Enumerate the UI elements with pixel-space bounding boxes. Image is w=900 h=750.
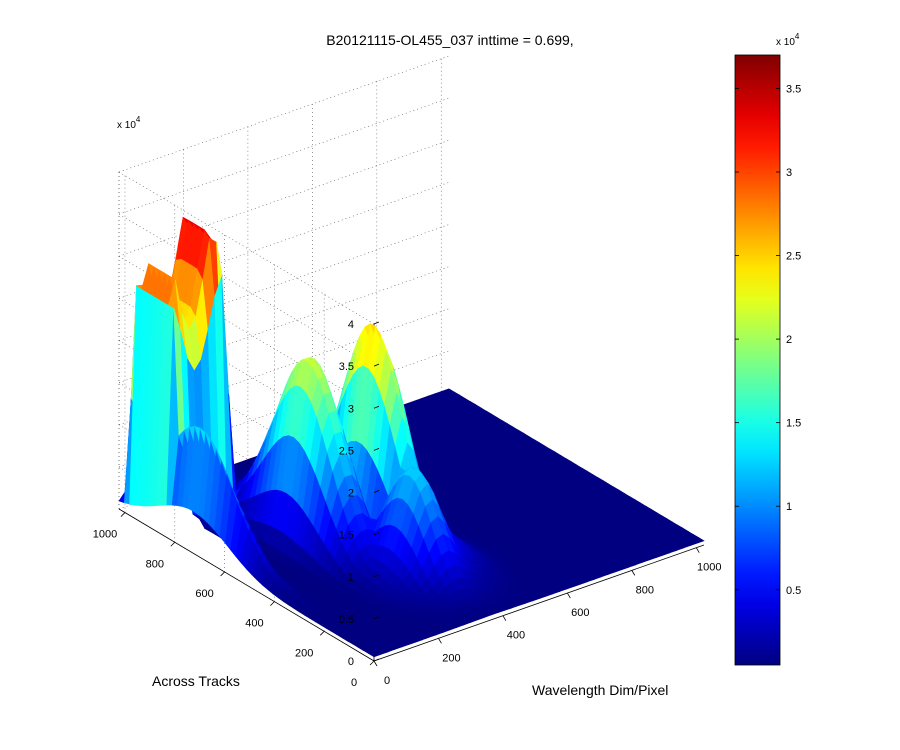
- colorbar-multiplier: x 104: [776, 32, 800, 48]
- z-tick-label: 2.5: [339, 445, 354, 457]
- x-tick-label: 400: [507, 630, 525, 642]
- z-tick: [373, 658, 380, 662]
- colorbar-tick-label: 1: [786, 501, 792, 513]
- z-axis-multiplier: x 104: [117, 115, 141, 131]
- y-tick: [170, 541, 176, 547]
- y-tick: [319, 631, 325, 636]
- x-tick: [631, 570, 636, 576]
- x-tick: [567, 592, 571, 599]
- y-axis-line: [118, 508, 375, 662]
- x-tick-label: 800: [636, 584, 654, 596]
- z-multiplier-base: x 10: [117, 120, 136, 131]
- colorbar-gradient: [734, 54, 781, 666]
- y-tick: [120, 512, 126, 517]
- z-tick-label: 1.5: [339, 530, 354, 542]
- grid-line: [118, 298, 375, 451]
- surface-plot: [118, 216, 705, 658]
- colorbar-tick-label: 2.5: [786, 251, 801, 263]
- grid-line: [118, 382, 375, 535]
- grid-line: [118, 139, 450, 257]
- x-tick: [373, 660, 378, 667]
- x-tick: [502, 615, 507, 621]
- grid-line: [118, 55, 450, 173]
- z-multiplier-exponent: 4: [136, 115, 141, 124]
- colorbar-tick-label: 1.5: [786, 418, 801, 430]
- x-tick-label: 600: [571, 607, 589, 619]
- x-tick-label: 200: [442, 652, 460, 664]
- y-tick-label: 1000: [93, 529, 117, 541]
- z-tick: [373, 321, 380, 325]
- colorbar-tick-label: 3: [786, 167, 792, 179]
- grid-line: [118, 340, 375, 493]
- y-tick-label: 800: [146, 558, 164, 570]
- grid-line: [118, 171, 375, 325]
- x-tick: [438, 638, 442, 644]
- z-tick-label: 3: [348, 403, 354, 415]
- z-tick-label: 0: [348, 656, 354, 668]
- z-tick-label: 0.5: [339, 614, 354, 626]
- y-tick-label: 400: [245, 618, 263, 630]
- y-tick: [369, 660, 375, 666]
- colorbar-multiplier-base: x 10: [776, 37, 795, 48]
- y-tick-label: 0: [351, 677, 357, 689]
- chart-title: B20121115-OL455_037 inttime = 0.699,: [326, 32, 573, 48]
- y-tick: [220, 571, 225, 577]
- z-tick-label: 4: [348, 319, 354, 331]
- colorbar-tick-label: 2: [786, 334, 792, 346]
- colorbar-multiplier-exponent: 4: [795, 32, 800, 41]
- colorbar-tick-label: 3.5: [786, 83, 801, 95]
- x-axis-label: Wavelength Dim/Pixel: [532, 682, 668, 698]
- grid-line: [118, 97, 450, 215]
- x-tick: [695, 547, 700, 553]
- y-tick-label: 600: [195, 588, 213, 600]
- z-tick-label: 3.5: [339, 361, 354, 373]
- z-tick-label: 1: [348, 572, 354, 584]
- grid-line: [118, 255, 375, 409]
- x-tick-label: 0: [384, 675, 390, 687]
- z-tick-label: 2: [348, 488, 354, 500]
- grid-line: [118, 213, 375, 367]
- x-axis-line: [373, 544, 705, 662]
- y-tick-label: 200: [295, 647, 313, 659]
- y-tick: [270, 601, 275, 606]
- y-axis-label: Across Tracks: [152, 673, 240, 689]
- x-tick-label: 1000: [697, 562, 721, 574]
- colorbar-tick-label: 0.5: [786, 585, 801, 597]
- colorbar: 0.5 1 1.5 2 2.5 3 3.5: [734, 54, 801, 666]
